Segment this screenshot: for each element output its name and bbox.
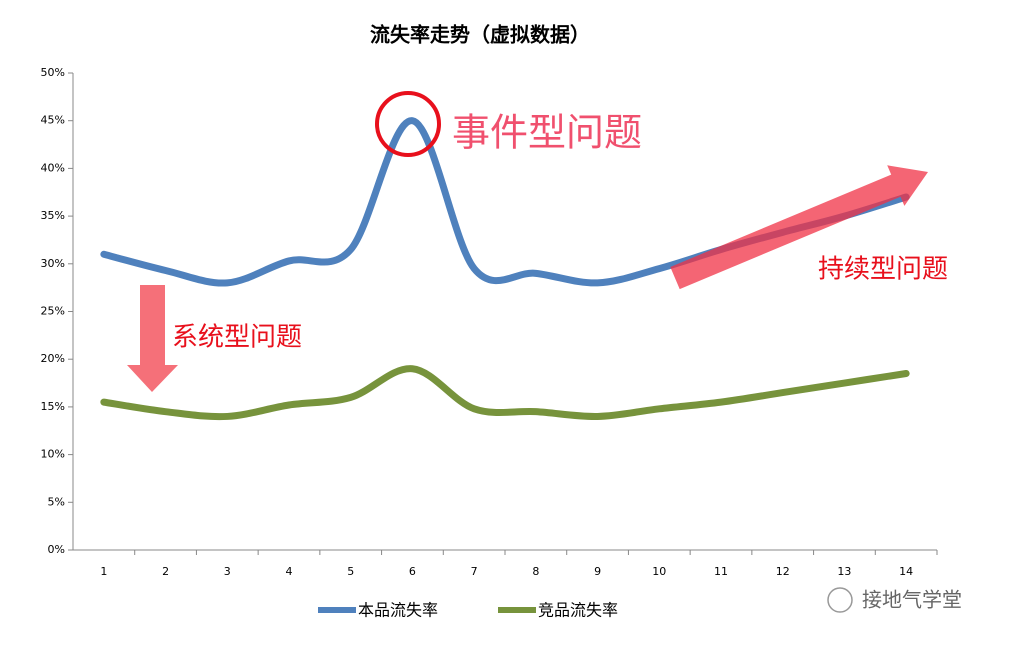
y-tick-label: 40% <box>41 161 65 174</box>
y-tick-label: 15% <box>41 400 65 413</box>
watermark: 接地气学堂 <box>862 588 962 612</box>
y-tick-label: 50% <box>41 66 65 79</box>
y-tick-label: 10% <box>41 448 65 461</box>
y-tick-label: 45% <box>41 114 65 127</box>
x-tick-label: 1 <box>100 565 107 578</box>
watermark-icon <box>827 587 853 613</box>
legend-label: 本品流失率 <box>358 601 438 620</box>
legend-label: 竞品流失率 <box>538 601 618 620</box>
x-tick-label: 11 <box>714 565 728 578</box>
y-tick-label: 5% <box>48 495 65 508</box>
y-tick-label: 35% <box>41 209 65 222</box>
x-tick-label: 7 <box>471 565 478 578</box>
x-tick-label: 2 <box>162 565 169 578</box>
x-tick-label: 9 <box>594 565 601 578</box>
annotation: 持续型问题 <box>818 255 948 285</box>
y-tick-label: 0% <box>48 543 65 556</box>
trend-arrow <box>670 165 928 290</box>
highlight-circle <box>375 91 441 157</box>
y-tick-label: 30% <box>41 257 65 270</box>
x-tick-label: 10 <box>652 565 666 578</box>
x-tick-label: 8 <box>532 565 539 578</box>
y-tick-label: 25% <box>41 305 65 318</box>
x-tick-label: 3 <box>224 565 231 578</box>
chart-title: 流失率走势（虚拟数据） <box>370 23 590 47</box>
series-line <box>100 365 910 421</box>
x-tick-label: 4 <box>286 565 293 578</box>
x-tick-label: 12 <box>776 565 790 578</box>
x-tick-label: 5 <box>347 565 354 578</box>
down-arrow <box>127 285 178 392</box>
annotation: 事件型问题 <box>452 111 642 155</box>
y-tick-label: 20% <box>41 352 65 365</box>
x-tick-label: 6 <box>409 565 416 578</box>
plot-area <box>100 117 910 421</box>
x-tick-label: 13 <box>837 565 851 578</box>
annotation: 系统型问题 <box>172 323 302 353</box>
x-tick-label: 14 <box>899 565 913 578</box>
